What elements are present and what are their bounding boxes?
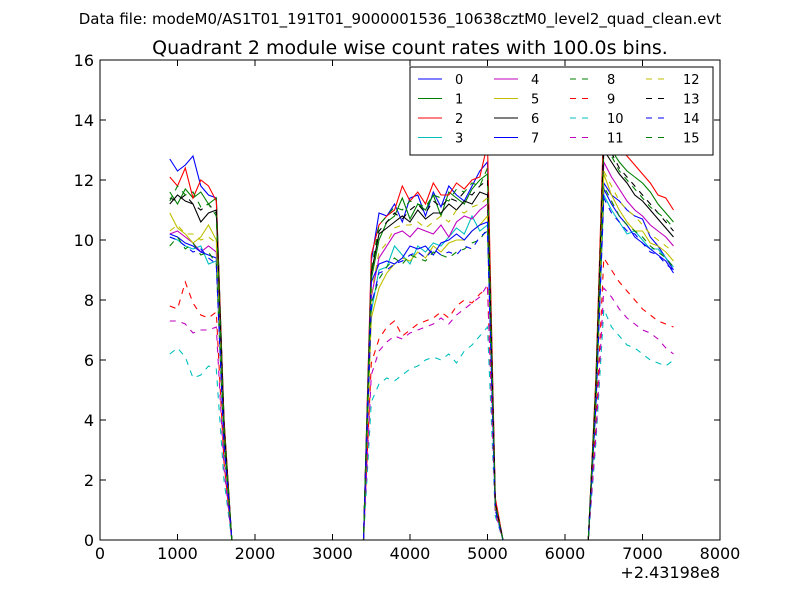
x-tick-label: 7000 — [622, 544, 663, 563]
legend-label-5: 5 — [531, 93, 539, 108]
x-tick-label: 0 — [95, 544, 105, 563]
legend-label-1: 1 — [455, 93, 463, 108]
y-tick-label: 6 — [84, 351, 94, 370]
legend-label-15: 15 — [683, 132, 700, 147]
legend-label-8: 8 — [607, 73, 615, 88]
y-tick-label: 10 — [74, 231, 94, 250]
legend-label-13: 13 — [683, 93, 700, 108]
legend-label-9: 9 — [607, 93, 615, 108]
legend-label-2: 2 — [455, 112, 463, 127]
x-tick-label: 8000 — [700, 544, 741, 563]
x-tick-label: 6000 — [545, 544, 586, 563]
x-tick-label: 1000 — [157, 544, 198, 563]
y-tick-label: 14 — [74, 111, 94, 130]
x-tick-label: 4000 — [390, 544, 431, 563]
data-file-header: Data file: modeM0/AS1T01_191T01_90000015… — [79, 10, 722, 29]
legend-label-3: 3 — [455, 132, 463, 147]
y-tick-label: 12 — [74, 171, 94, 190]
legend-label-0: 0 — [455, 73, 463, 88]
legend-label-11: 11 — [607, 132, 624, 147]
legend-label-7: 7 — [531, 132, 539, 147]
y-tick-label: 4 — [84, 411, 94, 430]
legend-label-10: 10 — [607, 112, 624, 127]
series-14-line — [169, 195, 674, 541]
legend-label-14: 14 — [683, 112, 700, 127]
legend-box — [409, 66, 714, 156]
y-tick-label: 0 — [84, 531, 94, 550]
x-offset-label: +2.43198e8 — [620, 563, 720, 582]
x-tick-label: 5000 — [467, 544, 508, 563]
series-11-line — [169, 283, 674, 541]
y-tick-label: 16 — [74, 51, 94, 70]
x-tick-label: 3000 — [312, 544, 353, 563]
plot-frame — [99, 59, 721, 541]
y-tick-label: 8 — [84, 291, 94, 310]
chart-title: Quadrant 2 module wise count rates with … — [152, 37, 668, 59]
axes-layer: 0 1000 2000 3000 4000 5000 6000 7000 80000246810… — [74, 51, 741, 563]
legend-label-6: 6 — [531, 112, 539, 127]
y-tick-label: 2 — [84, 471, 94, 490]
legend-label-12: 12 — [683, 73, 700, 88]
legend-label-4: 4 — [531, 73, 539, 88]
x-tick-label: 2000 — [235, 544, 276, 563]
